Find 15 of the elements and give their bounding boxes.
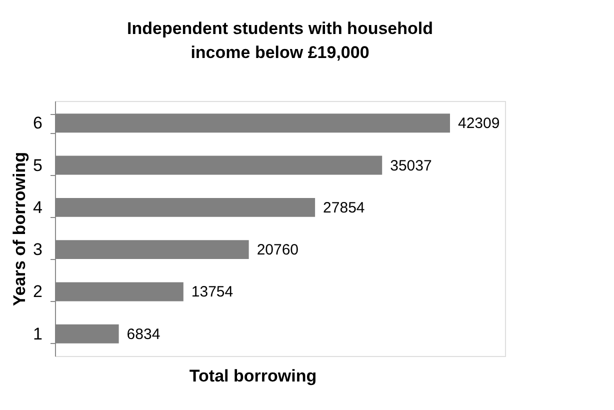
data-label: 27854 — [323, 199, 365, 216]
data-label: 35037 — [390, 157, 432, 174]
y-tick-label: 3 — [33, 240, 42, 260]
chart-title: Independent students with household income below £19,000 — [127, 19, 433, 62]
y-tick-label: 5 — [33, 156, 42, 175]
y-axis-title: Years of borrowing — [10, 152, 30, 306]
data-label: 20760 — [256, 242, 299, 259]
data-label: 42309 — [458, 115, 500, 132]
data-label: 13754 — [191, 284, 234, 301]
y-tick-label: 4 — [33, 198, 42, 217]
data-label: 6834 — [126, 326, 160, 343]
x-axis-title: Total borrowing — [189, 366, 317, 386]
y-tick-label: 6 — [33, 114, 42, 133]
y-tick-label: 1 — [33, 324, 42, 344]
y-tick-label: 2 — [33, 282, 42, 302]
